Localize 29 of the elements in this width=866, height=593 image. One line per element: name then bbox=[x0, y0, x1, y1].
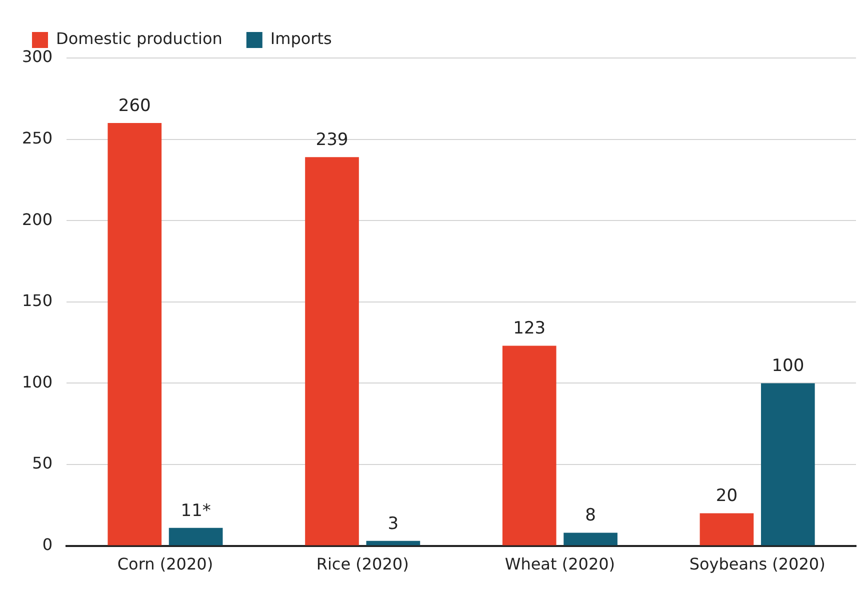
y-tick-label: 150 bbox=[22, 291, 53, 310]
data-label: 11* bbox=[180, 500, 211, 521]
data-label: 8 bbox=[585, 506, 596, 526]
data-label: 260 bbox=[118, 96, 151, 116]
y-tick-label: 50 bbox=[32, 454, 53, 473]
bar bbox=[305, 157, 359, 546]
y-tick-label: 250 bbox=[22, 128, 53, 148]
data-label: 20 bbox=[716, 486, 738, 506]
legend-label: Domestic production bbox=[56, 29, 222, 48]
bar bbox=[760, 383, 815, 546]
bar bbox=[108, 123, 162, 546]
bar bbox=[502, 346, 556, 546]
bar bbox=[366, 540, 420, 546]
data-label: 123 bbox=[513, 318, 546, 339]
data-label: 3 bbox=[388, 514, 399, 534]
y-tick-label: 300 bbox=[22, 47, 53, 66]
data-label: 100 bbox=[772, 356, 804, 376]
y-tick-label: 200 bbox=[22, 210, 53, 229]
x-tick-label: Wheat (2020) bbox=[504, 554, 616, 574]
bar bbox=[564, 532, 618, 546]
legend-label: Imports bbox=[270, 29, 332, 48]
data-label: 239 bbox=[316, 130, 348, 150]
bar bbox=[168, 528, 223, 546]
y-tick-label: 100 bbox=[22, 372, 53, 392]
x-tick-label: Rice (2020) bbox=[316, 554, 409, 574]
y-tick-label: 0 bbox=[42, 534, 53, 554]
x-tick-label: Corn (2020) bbox=[117, 554, 214, 574]
x-tick-label: Soybeans (2020) bbox=[689, 554, 826, 574]
bar bbox=[700, 513, 754, 546]
